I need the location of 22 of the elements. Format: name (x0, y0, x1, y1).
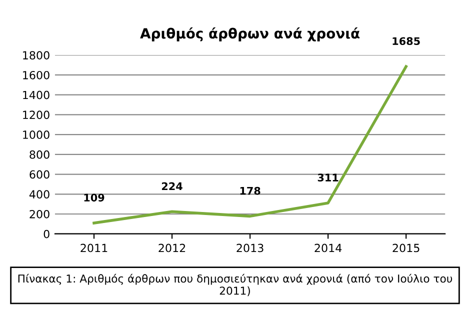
y-tick-label: 200 (30, 210, 50, 218)
data-label: 1685 (392, 37, 420, 46)
x-tick-label: 2012 (158, 244, 186, 252)
data-label: 178 (240, 186, 260, 195)
y-tick-label: 1800 (23, 51, 50, 60)
y-tick-label: 1200 (23, 110, 50, 120)
data-label: 109 (84, 194, 104, 202)
y-tick-label: 1000 (23, 130, 50, 139)
y-tick-label: 1600 (23, 70, 50, 80)
chart-title: Αριθμός άρθρων ανά χρονιά (140, 27, 360, 42)
y-tick-label: 600 (30, 170, 50, 179)
y-tick-label: 1400 (23, 90, 50, 100)
x-tick-label: 2014 (314, 244, 342, 252)
y-tick-label: 400 (29, 190, 50, 199)
data-label: 311 (318, 174, 338, 182)
x-tick-label: 2013 (236, 244, 264, 252)
y-tick-label: 0 (44, 230, 50, 238)
y-tick-label: 800 (30, 150, 50, 159)
text: Πίνακας 1: Αριθμός άρθρων που δημοσιεύτηκαν ανά χρονιά (από τον Ιούλιο του 2011) (18, 274, 452, 296)
data-label: 224 (162, 182, 182, 190)
x-tick-label: 2011 (80, 244, 108, 252)
x-tick-label: 2015 (392, 244, 420, 252)
